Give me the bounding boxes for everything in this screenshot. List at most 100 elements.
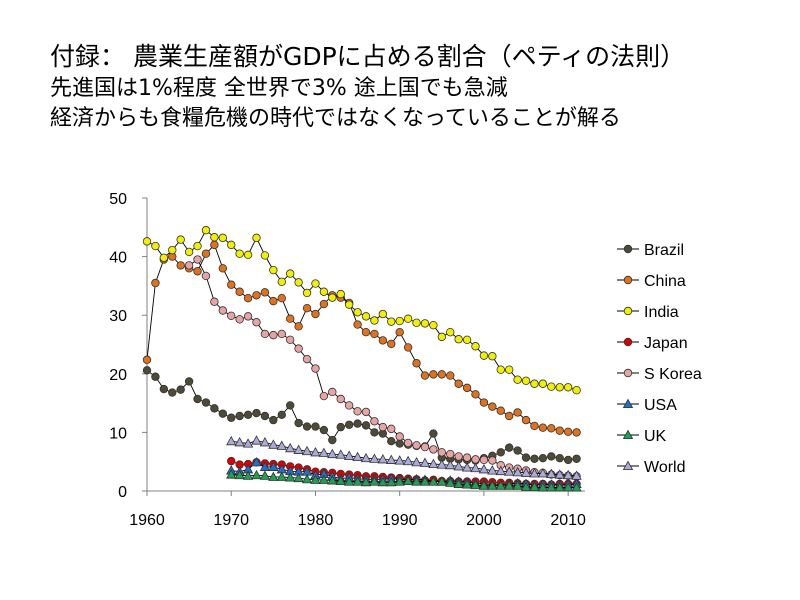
- data-point-world: [487, 465, 498, 475]
- data-point-india: [235, 249, 244, 258]
- slide-title: 付録： 農業生産額がGDPに占める割合（ペティの法則）: [50, 42, 686, 71]
- x-tick-label: 1990: [382, 512, 418, 529]
- data-point-china: [387, 339, 396, 349]
- series-uk: [226, 469, 582, 492]
- data-point-brazil: [235, 411, 244, 421]
- data-point-s-korea: [285, 335, 295, 345]
- data-point-india: [446, 327, 455, 337]
- data-point-india: [227, 240, 236, 250]
- data-point-world: [520, 467, 532, 477]
- data-point-world: [512, 466, 523, 477]
- data-point-india: [328, 293, 337, 302]
- data-point-india: [530, 379, 539, 388]
- data-point-china: [429, 370, 438, 379]
- data-point-uk: [411, 476, 422, 486]
- data-point-india: [395, 316, 404, 326]
- data-point-india: [142, 237, 152, 246]
- y-tick-label: 20: [109, 367, 127, 384]
- data-point-brazil: [210, 404, 219, 413]
- data-point-india: [555, 383, 564, 392]
- data-point-world: [546, 468, 557, 479]
- data-point-s-korea: [344, 401, 354, 410]
- data-point-s-korea: [227, 311, 236, 320]
- data-point-s-korea: [269, 330, 278, 340]
- data-point-world: [268, 439, 279, 449]
- data-point-usa: [268, 461, 279, 471]
- data-point-china: [294, 322, 303, 331]
- legend-marker: [623, 306, 633, 316]
- data-point-china: [420, 371, 430, 380]
- data-point-china: [563, 427, 573, 437]
- legend-marker: [622, 460, 634, 471]
- x-tick-label: 2000: [466, 512, 502, 529]
- data-point-india: [370, 316, 379, 325]
- data-point-world: [386, 454, 397, 464]
- data-point-india: [504, 365, 514, 374]
- data-point-india: [387, 317, 396, 326]
- data-point-brazil: [336, 422, 345, 432]
- data-point-brazil: [193, 394, 202, 404]
- data-point-brazil: [344, 420, 354, 429]
- data-point-brazil: [201, 398, 211, 407]
- data-point-uk: [234, 469, 245, 480]
- data-point-uk: [504, 480, 515, 490]
- data-point-india: [336, 289, 345, 299]
- data-point-uk: [436, 476, 447, 486]
- data-point-china: [538, 423, 548, 432]
- data-point-brazil: [328, 435, 337, 445]
- chart-legend: Brazil China India Japan S Korea USA UK World: [617, 242, 702, 476]
- data-point-india: [420, 319, 430, 328]
- data-point-china: [403, 343, 413, 352]
- data-point-world: [495, 465, 506, 476]
- data-point-uk: [512, 480, 523, 490]
- data-point-world: [537, 468, 549, 478]
- data-point-india: [193, 241, 202, 251]
- data-point-china: [319, 299, 329, 309]
- data-point-india: [353, 308, 362, 317]
- data-point-s-korea: [210, 297, 219, 306]
- data-point-brazil: [370, 428, 379, 437]
- data-point-world: [571, 470, 582, 480]
- data-point-usa: [251, 456, 262, 467]
- data-point-china: [572, 428, 581, 437]
- legend-item-usa: USA: [617, 397, 677, 414]
- data-point-s-korea: [387, 424, 396, 434]
- data-point-world: [377, 454, 389, 464]
- data-point-brazil: [496, 448, 505, 457]
- data-point-india: [294, 278, 303, 287]
- data-point-brazil: [294, 418, 303, 428]
- data-point-s-korea: [201, 271, 211, 281]
- data-point-s-korea: [378, 422, 388, 432]
- data-point-world: [285, 442, 296, 453]
- data-point-world: [259, 437, 271, 447]
- data-point-s-korea: [370, 417, 379, 426]
- data-point-brazil: [521, 453, 531, 462]
- data-point-s-korea: [302, 354, 312, 364]
- data-point-china: [521, 415, 531, 425]
- data-point-brazil: [311, 422, 320, 431]
- data-point-s-korea: [336, 394, 345, 404]
- y-tick-label: 10: [109, 425, 127, 442]
- data-point-india: [403, 314, 413, 323]
- data-point-world: [301, 445, 313, 456]
- slide-subtitle-2: 経済からも食糧危機の時代ではなくなっていることが解る: [50, 106, 621, 131]
- data-point-brazil: [547, 452, 556, 461]
- data-point-india: [344, 300, 354, 309]
- data-point-brazil: [176, 385, 185, 394]
- data-point-uk: [301, 473, 313, 484]
- chart-axes: 0 10 20 30 40 50 1960 1970 1980 1990 2000 2010: [109, 191, 586, 529]
- series-line-brazil: [146, 369, 577, 461]
- data-point-brazil: [395, 439, 404, 448]
- data-point-brazil: [361, 421, 371, 430]
- data-point-india: [563, 383, 573, 392]
- data-point-india: [378, 309, 388, 319]
- data-point-india: [168, 245, 177, 255]
- data-point-brazil: [429, 429, 438, 438]
- data-point-uk: [377, 476, 389, 487]
- data-point-china: [437, 370, 447, 379]
- data-point-uk: [402, 475, 414, 486]
- data-point-world: [461, 462, 473, 472]
- data-point-china: [378, 336, 388, 345]
- data-point-china: [496, 406, 505, 415]
- data-point-s-korea: [429, 445, 438, 454]
